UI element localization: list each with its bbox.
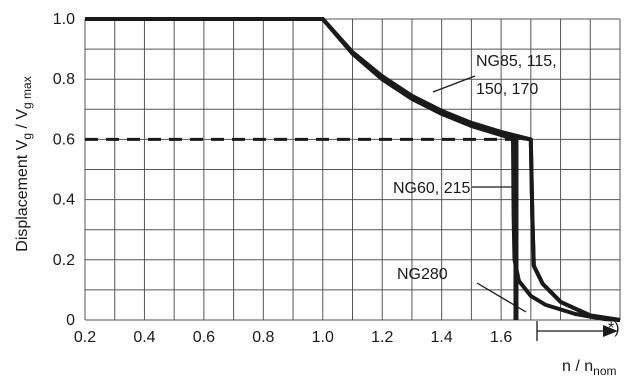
y-tick-label: 0.4	[53, 192, 75, 209]
annotation-leader-line	[476, 282, 527, 313]
y-tick-label: 0.2	[53, 252, 75, 269]
x-tick-label: 1.0	[312, 329, 334, 346]
x-tick-label: 0.2	[74, 329, 96, 346]
x-tick-label: 0.4	[133, 329, 155, 346]
reference-lines	[85, 137, 519, 320]
y-tick-label: 0.6	[53, 131, 75, 148]
x-axis-label: n / nnom	[562, 358, 616, 378]
x-tick-label: 1.4	[431, 329, 453, 346]
series-annotation-label: NG60, 215	[393, 180, 470, 197]
x-tick-label: 0.6	[193, 329, 215, 346]
y-axis-label: Displacement Vg / Vg max	[14, 76, 34, 251]
x-tick-label: 1.2	[371, 329, 393, 346]
x-tick-label: 1.6	[490, 329, 512, 346]
series-annotation-label: NG280	[397, 266, 448, 283]
y-tick-label: 0	[66, 312, 75, 329]
annotation-leader-line	[432, 75, 476, 93]
x-axis-ticks: 0.2 0.4 0.6 0.8 1.0 1.2 1.4 1.6	[74, 329, 512, 346]
series-annotation-label: NG85, 115,	[476, 53, 557, 70]
series-annotation-label: 150, 170	[476, 81, 538, 98]
series-annotations: NG85, 115, 150, 170 NG60, 215 NG280	[393, 53, 557, 313]
y-tick-label: 0.8	[53, 71, 75, 88]
y-tick-label: 1.0	[53, 11, 75, 28]
footnote-marker: *)	[608, 320, 620, 337]
y-axis-ticks: 0 0.2 0.4 0.6 0.8 1.0	[53, 11, 75, 329]
x-tick-label: 0.8	[252, 329, 274, 346]
footnote-arrow	[536, 321, 618, 341]
